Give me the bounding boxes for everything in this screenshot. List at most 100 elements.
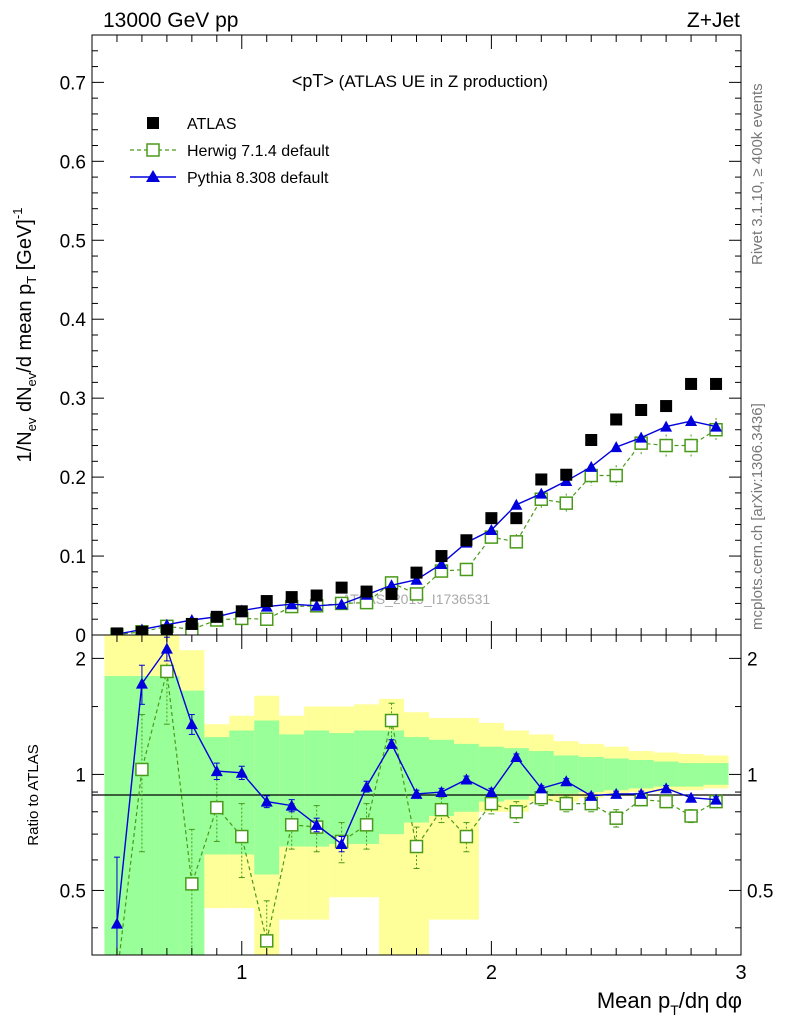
ratio-pythia-point [110,917,123,929]
main-panel: 00.10.20.30.40.50.60.7 ATLAS_2019_I17365… [10,34,742,647]
legend-atlas-marker [147,117,159,129]
x-tick-label: 2 [486,962,497,984]
main-data-marks [110,377,723,635]
ratio-pythia-point [235,766,248,778]
x-axis-label: Mean pT/dη dφ [597,988,742,1018]
atlas-point [535,473,548,486]
energy-label: 13000 GeV pp [103,9,238,32]
atlas-point [310,589,323,602]
ratio-y-tick-label-right: 0.5 [747,881,773,902]
ratio-pythia-point [560,775,573,787]
ratio-pythia-point [185,718,198,730]
ratio-pythia-point [485,786,498,798]
herwig-point [259,612,274,626]
ratio-herwig-point [185,877,199,891]
ratio-pythia-point [210,765,223,777]
ratio-pythia-point [710,793,723,805]
legend-herwig-marker [146,143,160,157]
atlas-point [435,550,448,563]
legend-herwig-label: Herwig 7.1.4 default [187,143,330,160]
pythia-point [435,557,448,569]
atlas-point [360,585,373,598]
ratio-pythia-point [160,642,173,654]
x-tick-label: 3 [735,962,746,984]
pythia-point [335,598,348,610]
ratio-band-green [578,756,604,793]
pythia-point [535,487,548,499]
ratio-pythia-point [410,787,423,799]
ratio-herwig-point [534,790,549,805]
ratio-herwig-point [434,802,449,817]
ratio-herwig-point [684,809,698,823]
y-tick-label: 0.5 [60,231,86,252]
atlas-point [660,400,673,413]
atlas-point [685,377,698,390]
atlas-point [335,581,348,594]
atlas-point [585,434,598,446]
atlas-point [485,512,498,525]
atlas-point [710,377,723,390]
ratio-herwig-point [484,796,499,811]
pythia-point [510,498,523,510]
herwig-point [559,496,574,510]
ratio-pythia-point [435,786,448,798]
ratio-band-green [678,763,704,787]
pythia-point [710,420,723,432]
herwig-point [509,535,524,549]
y-tick-label: 0.3 [60,389,86,410]
ratio-band-green [154,676,180,955]
ratio-pythia-point [635,787,648,799]
plot-title: <pT> (ATLAS UE in Z production) [292,71,548,91]
ratio-pythia-point [510,750,523,762]
legend-pythia-label: Pythia 8.308 default [187,170,329,187]
ratio-herwig-point [459,829,474,844]
herwig-point [459,562,474,577]
ratio-herwig-point [284,818,299,832]
ratio-pythia-point [310,818,323,830]
herwig-point [659,438,673,453]
ratio-pythia-point [610,787,623,799]
main-y-axis-label: 1/Nev dNev/d mean pT [GeV]-1 [10,208,39,463]
atlas-point [560,468,573,481]
herwig-point [609,468,623,483]
atlas-point [260,595,273,608]
legend-atlas-label: ATLAS [187,116,237,133]
ratio-herwig-point [111,970,123,982]
pythia-point [685,415,698,427]
atlas-point [610,413,623,426]
pythia-point [585,460,598,472]
pythia-point [610,441,623,453]
ratio-pythia-point [385,737,398,749]
ratio-pythia-point [460,773,473,785]
ratio-band-green [628,759,654,789]
x-tick-label: 1 [236,962,247,984]
ratio-herwig-point [259,934,274,948]
ratio-herwig-point [409,839,424,854]
y-tick-label: 0.2 [60,468,86,489]
herwig-point [684,438,698,453]
atlas-point [385,587,398,600]
herwig-point [409,587,424,601]
ratio-pythia-point [585,789,598,801]
ratio-y-axis-label: Ratio to ATLAS [25,744,42,845]
pythia-point [485,524,498,535]
ratio-pythia-point [360,780,373,792]
ratio-pythia-point [660,782,673,794]
ratio-herwig-point [384,713,399,728]
pythia-point [285,598,298,610]
ratio-herwig-point [210,800,224,815]
atlas-point [510,512,523,525]
ratio-herwig-point [609,811,623,825]
atlas-point [210,610,223,623]
ratio-pythia-point [285,799,298,811]
ratio-panel: 0.5 0.5 1 1 2 2 1 2 3 Ratio to ATLAS Mean pT/dη … [25,634,773,1018]
y-tick-label: 0 [75,626,86,647]
y-tick-label: 0.4 [60,310,87,331]
ratio-band-green [703,763,729,785]
y-tick-label: 0.6 [60,152,86,173]
legend: ATLAS Herwig 7.1.4 default Pythia 8.308 … [130,116,330,187]
ratio-herwig-point [359,818,374,832]
atlas-point [185,617,198,630]
ratio-y-tick-label-right: 1 [747,765,758,786]
